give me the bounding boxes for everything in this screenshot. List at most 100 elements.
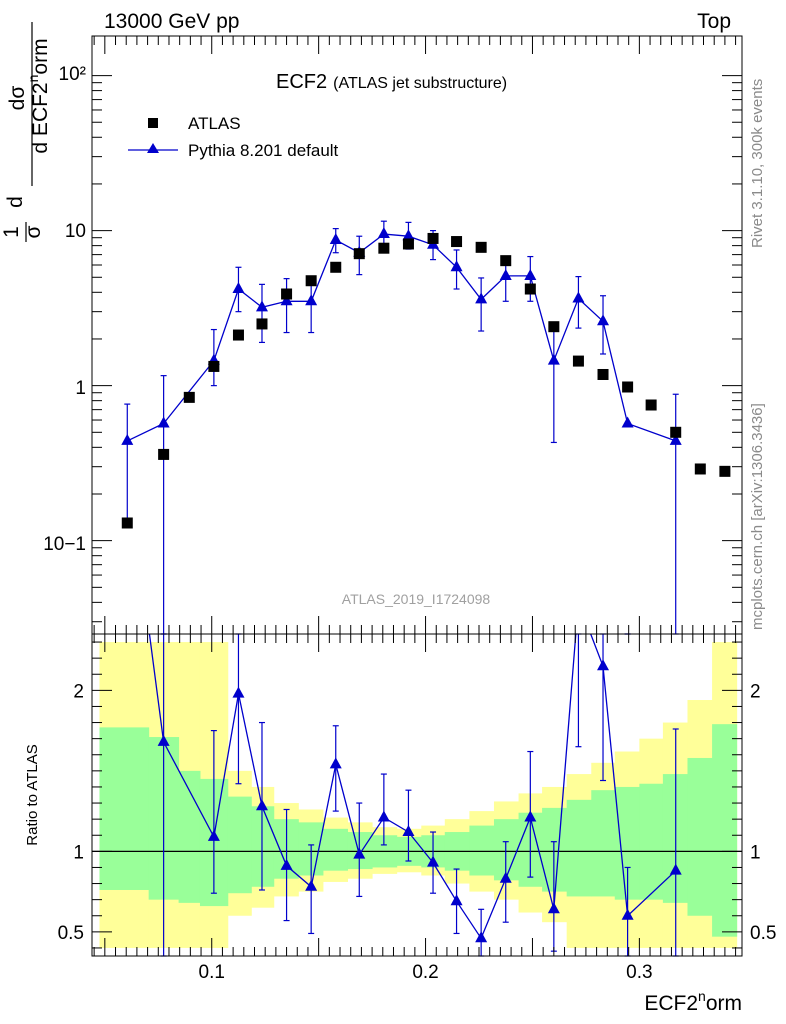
atlas-point: [451, 236, 463, 248]
pythia-point: [597, 314, 610, 326]
pythia-point: [121, 433, 134, 445]
pythia-point: [547, 353, 560, 365]
atlas-point: [256, 318, 268, 330]
chart-subtitle: (ATLAS jet substructure): [333, 75, 507, 92]
ratio-y-tick-label: 2: [73, 681, 84, 702]
atlas-point: [121, 517, 133, 529]
y-axis-label: dσ d ECF2norm d 1 σ: [0, 22, 52, 242]
ratio-ticks: [92, 634, 742, 956]
x-tick-label: 0.1: [199, 962, 225, 983]
pythia-point: [157, 416, 170, 428]
y-tick-label-0p1: 10−1: [43, 534, 86, 555]
atlas-point: [208, 360, 220, 372]
ratio-y-tick-label-right: 1: [750, 842, 761, 863]
ratio-point: [305, 879, 318, 891]
ratio-point: [280, 858, 293, 870]
atlas-point: [183, 391, 195, 403]
x-tick-label: 0.3: [626, 962, 652, 983]
atlas-point: [305, 275, 317, 287]
pythia-point: [669, 433, 682, 445]
x-tick-label: 0.2: [412, 962, 438, 983]
ratio-y-tick-label: 1: [73, 842, 84, 863]
pythia-line: [127, 233, 676, 442]
main-panel: ATLAS_2019_I1724098 ECF2 (ATLAS jet subst…: [0, 22, 743, 635]
ratio-band-inner: [493, 819, 520, 881]
ratio-panel: 0.5 0.5 1 1 2 2 0.1 0.2 0.3 Ratio to ATLAS ECF2n…: [24, 633, 776, 1015]
svg-text:σ: σ: [22, 225, 45, 238]
ratio-point: [353, 847, 366, 859]
atlas-point: [353, 248, 365, 260]
ratio-frame: [91, 633, 743, 957]
energy-label: 13000 GeV pp: [104, 10, 239, 33]
ratio-point: [329, 757, 342, 769]
ratio-band-inner: [469, 825, 495, 876]
ratio-band-inner: [227, 796, 252, 894]
ratio-band-inner: [178, 770, 201, 903]
ratio-point: [450, 894, 463, 906]
atlas-point: [524, 283, 536, 295]
main-plot-area: [121, 220, 731, 635]
svg-text:dσ: dσ: [6, 86, 29, 111]
y-axis-label-denominator: d ECF2norm: [25, 38, 52, 153]
rivet-label: Rivet 3.1.10, 300k events: [749, 79, 766, 248]
atlas-point: [597, 368, 609, 380]
ratio-point: [255, 799, 268, 811]
legend-pythia-marker: [147, 143, 159, 153]
ratio-point: [499, 871, 512, 883]
pythia-point: [232, 282, 245, 294]
x-axis-label: ECF2norm: [644, 988, 742, 1015]
ratio-point: [669, 863, 682, 875]
atlas-point: [281, 288, 293, 300]
ratio-point: [402, 825, 415, 837]
ratio-band-inner: [251, 806, 275, 887]
pythia-point: [402, 229, 415, 241]
chart-title-main: ECF2: [276, 71, 327, 93]
pythia-point: [280, 294, 293, 306]
pythia-point: [524, 268, 537, 280]
pythia-point: [572, 291, 585, 303]
atlas-point: [330, 261, 342, 273]
pythia-point: [255, 300, 268, 312]
ratio-point: [524, 810, 537, 822]
pythia-point: [475, 292, 488, 304]
ratio-point: [427, 855, 440, 867]
ratio-point: [621, 908, 634, 920]
process-label: Top: [697, 10, 731, 33]
ratio-y-tick-label-right: 2: [750, 681, 761, 702]
ratio-band-inner: [566, 799, 592, 897]
atlas-point: [232, 329, 244, 341]
atlas-point: [719, 465, 731, 477]
ratio-band-inner: [99, 727, 150, 890]
atlas-point: [572, 355, 584, 367]
atlas-point: [378, 242, 390, 254]
atlas-point: [158, 448, 170, 460]
ratio-band-inner: [687, 757, 713, 916]
atlas-point: [475, 241, 487, 253]
ratio-band-inner: [322, 828, 349, 871]
mcplots-label: mcplots.cern.ch [arXiv:1306.3436]: [749, 403, 766, 630]
legend-item-atlas: ATLAS: [148, 114, 241, 133]
ratio-plot-area: [92, 633, 742, 957]
atlas-point: [645, 399, 657, 411]
pythia-point: [450, 260, 463, 272]
main-ticks: [92, 36, 742, 634]
legend-pythia-label: Pythia 8.201 default: [188, 141, 339, 160]
ratio-y-tick-label-right: 0.5: [750, 923, 776, 944]
atlas-point: [548, 321, 560, 333]
pythia-point: [329, 232, 342, 244]
y-tick-label-10: 10: [65, 221, 86, 242]
legend-atlas-label: ATLAS: [188, 114, 241, 133]
main-watermark: ATLAS_2019_I1724098: [342, 591, 491, 607]
chart-title: ECF2 (ATLAS jet substructure): [276, 71, 507, 93]
legend: ATLAS Pythia 8.201 default: [128, 114, 339, 160]
ratio-y-axis-label: Ratio to ATLAS: [24, 744, 41, 845]
ratio-band-inner: [712, 724, 738, 937]
y-tick-label-100: 10²: [59, 64, 86, 85]
pythia-point: [305, 294, 318, 306]
pythia-point: [377, 227, 390, 239]
atlas-point: [694, 463, 706, 475]
ratio-point: [207, 829, 220, 841]
ratio-y-tick-label: 0.5: [58, 923, 84, 944]
ratio-point: [232, 686, 245, 698]
atlas-point: [500, 255, 512, 267]
